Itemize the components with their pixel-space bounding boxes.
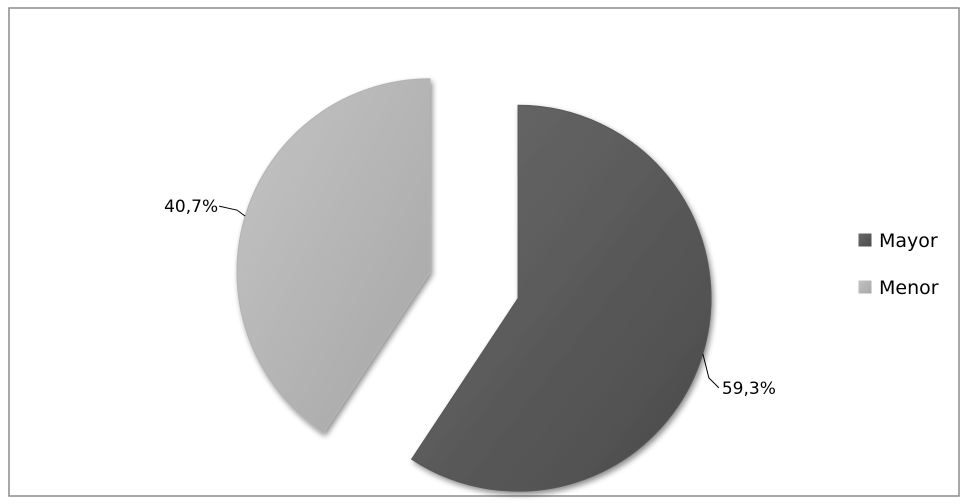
legend-swatch-mayor bbox=[857, 232, 873, 248]
pie-slices bbox=[236, 78, 712, 492]
legend-label-menor: Menor bbox=[879, 277, 939, 299]
data-labels: 59,3% 40,7% bbox=[164, 197, 776, 399]
pie-slice-menor bbox=[236, 78, 431, 434]
legend-swatch-menor bbox=[857, 279, 873, 295]
leader-line-menor bbox=[219, 205, 246, 217]
pie-slice-mayor bbox=[410, 104, 712, 492]
data-label-menor: 40,7% bbox=[164, 197, 218, 217]
legend-label-mayor: Mayor bbox=[879, 230, 938, 252]
data-label-mayor: 59,3% bbox=[722, 379, 776, 399]
legend: Mayor Menor bbox=[857, 230, 939, 299]
leader-line-mayor bbox=[702, 353, 720, 389]
